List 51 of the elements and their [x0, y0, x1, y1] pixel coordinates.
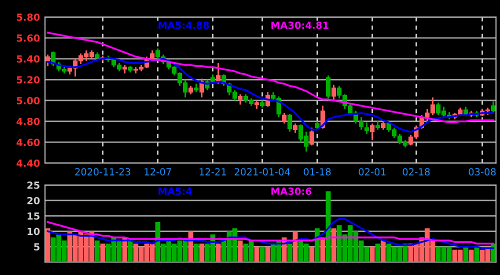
y-tick-label: 4.60 [16, 138, 40, 146]
candlestick [331, 84, 336, 102]
y-tick-label: 5.40 [16, 55, 40, 63]
y-tick-label: 20 [27, 196, 40, 204]
bar [254, 246, 260, 262]
bar [287, 244, 292, 262]
bar [375, 244, 380, 262]
y-tick-label: 5.80 [16, 14, 40, 21]
bar [199, 244, 204, 262]
y-tick-label: 5.00 [16, 96, 40, 104]
candlestick [364, 122, 370, 135]
bar [309, 246, 314, 262]
line-series [46, 221, 494, 244]
x-tick-label: 01-18 [304, 168, 331, 176]
text: MA30:4.81 [271, 22, 328, 29]
candlestick [287, 113, 292, 132]
candlestick [292, 122, 298, 134]
line-series [46, 218, 494, 250]
candlestick [370, 122, 375, 141]
bar [370, 246, 375, 262]
bar [216, 244, 221, 262]
text: MA5:4 [158, 188, 192, 195]
y-tick-label: 5.60 [16, 34, 40, 42]
x-tick-label: 02-18 [402, 168, 430, 176]
x-tick-label: 2020-11-23 [75, 168, 130, 176]
candlestick [490, 100, 496, 114]
x-tick-label: 03-08 [468, 168, 496, 176]
candlestick [282, 112, 287, 124]
x-tick-label: 12-21 [200, 168, 226, 176]
y-tick-label: 4.40 [16, 160, 40, 167]
bar [238, 240, 243, 262]
x-tick-label: 12-07 [144, 168, 172, 176]
candlestick [326, 74, 331, 100]
y-tick-label: 5 [34, 243, 40, 251]
text: MA5:4.88 [158, 22, 209, 29]
candlestick [45, 54, 50, 67]
bar [260, 246, 265, 262]
candlestick [309, 126, 314, 146]
bar [194, 244, 199, 262]
bar [100, 244, 106, 262]
y-tick-label: 25 [27, 182, 40, 189]
x-tick-label: 2021-01-04 [234, 168, 290, 176]
bar [265, 246, 270, 262]
y-tick-label: 15 [28, 212, 40, 220]
y-tick-label: 5.20 [16, 76, 40, 84]
y-tick-label: 10 [28, 228, 40, 236]
bar [94, 240, 100, 262]
x-tick-label: 02-01 [358, 168, 386, 176]
text: MA30:6 [271, 188, 312, 195]
candlestick [238, 94, 243, 106]
y-tick-label: 4.80 [16, 118, 40, 126]
